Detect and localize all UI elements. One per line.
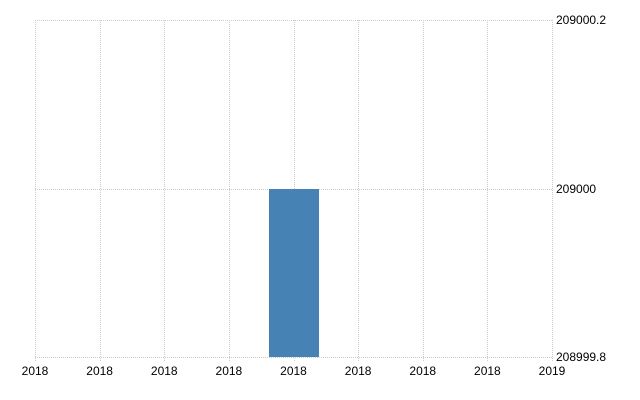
v-gridline xyxy=(487,20,489,361)
y-tick-label: 209000.2 xyxy=(556,12,607,27)
h-gridline xyxy=(35,357,552,358)
v-gridline xyxy=(552,20,553,361)
x-tick-label: 2018 xyxy=(409,364,437,378)
x-tick-label: 2018 xyxy=(150,364,178,378)
x-tick-label: 2018 xyxy=(344,364,372,378)
x-tick-label: 2018 xyxy=(215,364,243,378)
x-tick-label: 2019 xyxy=(538,364,566,378)
v-gridline xyxy=(35,20,36,361)
x-tick-label: 2018 xyxy=(21,364,49,378)
y-tick-label: 209000 xyxy=(556,181,597,196)
y-tick-label: 208999.8 xyxy=(556,349,607,364)
v-gridline xyxy=(422,20,424,361)
x-tick-label: 2018 xyxy=(86,364,113,378)
h-gridline xyxy=(35,20,552,21)
x-tick-label: 2018 xyxy=(280,364,307,378)
v-gridline xyxy=(358,20,360,361)
v-gridline xyxy=(228,20,230,361)
v-gridline xyxy=(99,20,101,361)
v-gridline xyxy=(164,20,166,361)
plot-area xyxy=(35,20,553,361)
bar xyxy=(268,188,319,357)
x-tick-label: 2018 xyxy=(474,364,501,378)
